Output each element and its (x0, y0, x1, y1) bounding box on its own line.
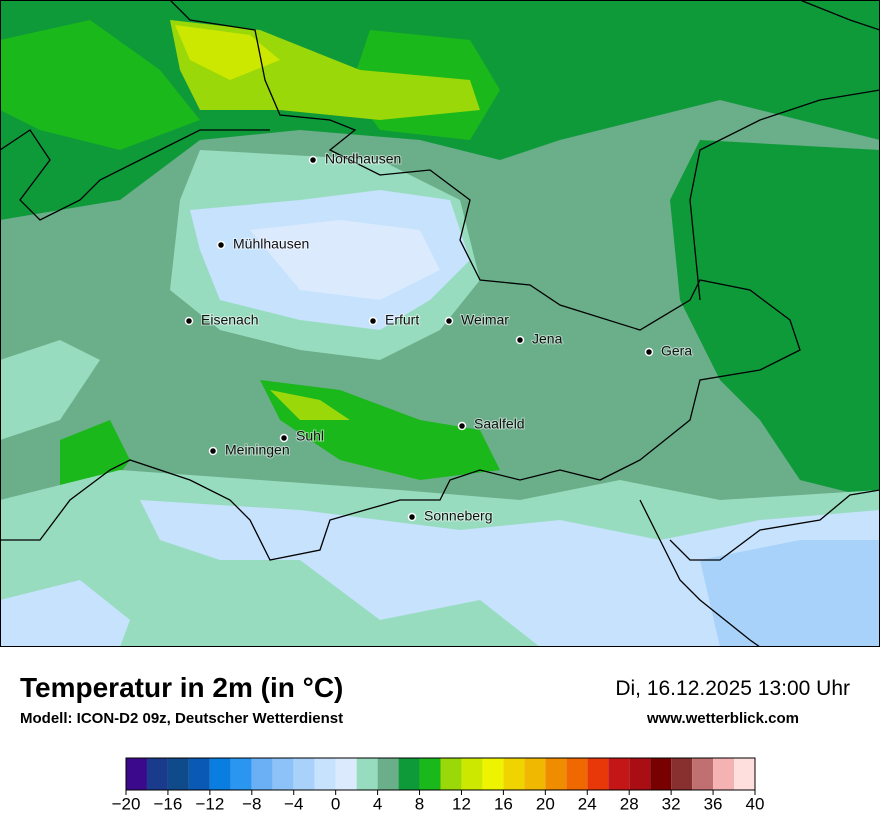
colorbar: −20 −16 −12 −8 −4 0 4 8 12 16 20 24 28 32 36 40 (112, 757, 765, 813)
city-dot (279, 433, 289, 443)
cities: Nordhausen Mühlhausen Eisenach Erfurt We… (184, 150, 693, 525)
cool-area (0, 340, 100, 440)
website: www.wetterblick.com (647, 710, 799, 727)
tick-label: −12 (195, 794, 224, 813)
warm-area (0, 20, 200, 150)
map: Nordhausen Mühlhausen Eisenach Erfurt We… (0, 0, 880, 647)
color-swatch (503, 758, 525, 790)
tick-label: 16 (494, 794, 513, 813)
color-swatch (314, 758, 336, 790)
warm-area (175, 25, 280, 80)
city-dot (444, 316, 454, 326)
warm-area (670, 140, 880, 500)
tick-label: −20 (112, 794, 141, 813)
tick-label: 8 (415, 794, 424, 813)
color-swatch (335, 758, 357, 790)
color-swatch (167, 758, 189, 790)
color-swatch (545, 758, 567, 790)
color-swatch (734, 758, 755, 790)
color-swatch (126, 758, 147, 790)
tick-label: −8 (242, 794, 261, 813)
warm-area (270, 390, 350, 420)
color-swatch (419, 758, 441, 790)
city-label: Gera (661, 343, 692, 359)
cool-area (700, 540, 880, 647)
color-swatch (230, 758, 252, 790)
tick-label: 12 (452, 794, 471, 813)
color-swatch (608, 758, 630, 790)
borders (0, 0, 880, 647)
city-dot (216, 240, 226, 250)
city-label: Erfurt (385, 312, 419, 328)
tick-label: 40 (746, 794, 765, 813)
color-swatch (293, 758, 315, 790)
tick-label: 0 (331, 794, 340, 813)
color-swatch (272, 758, 294, 790)
colorbar-frame (125, 757, 756, 791)
color-swatch (692, 758, 714, 790)
subtitle: Modell: ICON-D2 09z, Deutscher Wetterdie… (20, 710, 344, 727)
tick-label: −16 (154, 794, 183, 813)
city-label: Meiningen (225, 442, 290, 458)
tick-label: 28 (620, 794, 639, 813)
color-swatch (524, 758, 546, 790)
color-swatch (398, 758, 420, 790)
city-label: Eisenach (201, 312, 259, 328)
color-swatch (671, 758, 693, 790)
city-dot (515, 335, 525, 345)
cool-area (0, 580, 130, 647)
city-label: Weimar (461, 312, 509, 328)
color-swatch (566, 758, 588, 790)
color-swatch (209, 758, 231, 790)
city-dot (308, 155, 318, 165)
city-dot (184, 316, 194, 326)
city-label: Mühlhausen (233, 236, 309, 252)
color-swatch (461, 758, 483, 790)
color-swatch (356, 758, 378, 790)
tick-label: 4 (373, 794, 382, 813)
city-label: Suhl (296, 428, 324, 444)
city-dot (368, 316, 378, 326)
color-swatch (377, 758, 399, 790)
city-label: Saalfeld (474, 416, 525, 432)
color-swatch (251, 758, 273, 790)
tick-label: −4 (284, 794, 303, 813)
tick-label: 32 (662, 794, 681, 813)
title: Temperatur in 2m (in °C) (20, 672, 344, 703)
tick-label: 24 (578, 794, 597, 813)
color-swatch (713, 758, 735, 790)
valid-time: Di, 16.12.2025 13:00 Uhr (615, 677, 850, 700)
color-swatch (440, 758, 462, 790)
city-label: Sonneberg (424, 508, 493, 524)
city-dot (457, 421, 467, 431)
color-swatch (650, 758, 672, 790)
color-swatch (146, 758, 168, 790)
tick-label: 20 (536, 794, 555, 813)
city-label: Nordhausen (325, 151, 401, 167)
city-label: Jena (532, 331, 563, 347)
cool-area (250, 220, 440, 300)
color-swatch (482, 758, 504, 790)
color-swatch (587, 758, 609, 790)
color-swatch (188, 758, 210, 790)
city-dot (208, 446, 218, 456)
tick-label: 36 (704, 794, 723, 813)
city-dot (407, 512, 417, 522)
city-dot (644, 347, 654, 357)
color-swatch (629, 758, 651, 790)
